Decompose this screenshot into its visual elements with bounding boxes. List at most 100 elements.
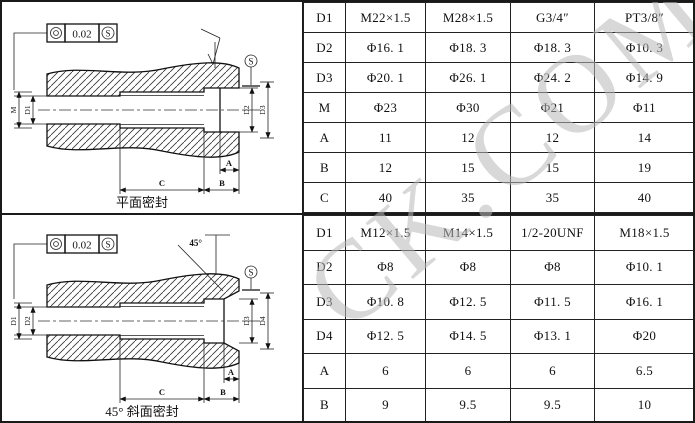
dim-label: B: [220, 387, 226, 397]
table-cell: Φ23: [345, 92, 426, 123]
table-row: D2 Φ8 Φ8 Φ8 Φ10. 1: [303, 249, 693, 285]
dim-label: M: [9, 106, 18, 113]
table-cell: 12: [510, 122, 595, 153]
table-row: D1 M12×1.5 M14×1.5 1/2-20UNF M18×1.5: [303, 215, 693, 251]
dim-label: D4: [258, 316, 267, 325]
section-lower-body: [46, 334, 240, 369]
section-upper-body: [46, 62, 240, 97]
table-cell: Φ11: [594, 92, 693, 123]
concentricity-icon: [50, 238, 62, 250]
flat-seal-section-drawing: 0.02 S: [9, 23, 274, 210]
table-row: C 40 35 35 40: [303, 182, 693, 213]
datum-s-icon: S: [101, 26, 115, 40]
table-cell: Φ16. 1: [594, 284, 693, 320]
row-label: D2: [303, 32, 346, 63]
bottom-dimensions: A C B: [119, 339, 240, 403]
dim-label: A: [226, 158, 233, 168]
dim-label: D1: [9, 316, 18, 325]
table-row: A 11 12 12 14: [303, 122, 693, 153]
fcf-value: 0.02: [72, 240, 91, 252]
bevel-seal-section-drawing: 0.02 S 45°: [9, 234, 274, 419]
panel-caption: 45° 斜面密封: [105, 404, 178, 419]
fcf-frame: 0.02 S: [13, 234, 118, 299]
table-row: B 12 15 15 19: [303, 152, 693, 183]
table-cell: Φ20: [594, 318, 693, 354]
flat-seal-dimension-table: D1 M22×1.5 M28×1.5 G3/4″ PT3/8″ D2 Φ16. 1 Φ18. …: [302, 2, 693, 213]
table-cell: 19: [594, 152, 693, 183]
table-row: D3 Φ20. 1 Φ26. 1 Φ24. 2 Φ14. 9: [303, 62, 693, 93]
table-cell: Φ11. 5: [510, 284, 595, 320]
dim-label: B: [219, 178, 225, 188]
table-cell: PT3/8″: [594, 2, 693, 33]
dim-label: C: [159, 178, 165, 188]
table-cell: M18×1.5: [594, 215, 693, 251]
section-upper-body: [46, 273, 240, 308]
datum-s-icon: S: [101, 237, 115, 251]
table-cell: M22×1.5: [345, 2, 426, 33]
table-cell: Φ20. 1: [345, 62, 426, 93]
row-label: D4: [303, 318, 346, 354]
dim-label: D3: [258, 105, 267, 114]
table-cell: 9.5: [425, 387, 511, 421]
table-cell: 6.5: [594, 353, 693, 389]
dim-label: D1: [23, 105, 32, 114]
row-label: D1: [303, 2, 346, 33]
table-cell: 11: [345, 122, 426, 153]
table-cell: Φ26. 1: [425, 62, 511, 93]
table-cell: Φ24. 2: [510, 62, 595, 93]
table-cell: M28×1.5: [425, 2, 511, 33]
row-label: D3: [303, 62, 346, 93]
table-cell: 35: [425, 182, 511, 213]
fcf-modifier: S: [105, 29, 110, 39]
dim-label: C: [159, 387, 165, 397]
row-label: D2: [303, 249, 346, 285]
table-cell: M14×1.5: [425, 215, 511, 251]
table-cell: Φ10. 3: [594, 32, 693, 63]
table-cell: Φ18. 3: [425, 32, 511, 63]
row-label: A: [303, 353, 346, 389]
table-cell: G3/4″: [510, 2, 595, 33]
table-row: A 6 6 6 6.5: [303, 353, 693, 389]
table-cell: Φ8: [510, 249, 595, 285]
table-cell: M12×1.5: [345, 215, 426, 251]
fcf-frame: 0.02 S: [13, 23, 118, 90]
table-cell: Φ16. 1: [345, 32, 426, 63]
table-cell: Φ21: [510, 92, 595, 123]
dim-label: D2: [242, 105, 251, 114]
table-row: D4 Φ12. 5 Φ14. 5 Φ13. 1 Φ20: [303, 318, 693, 354]
table-row: D1 M22×1.5 M28×1.5 G3/4″ PT3/8″: [303, 2, 693, 33]
table-cell: Φ8: [425, 249, 511, 285]
angle-label: 45°: [189, 238, 202, 248]
table-cell: 15: [425, 152, 511, 183]
table-cell: 9.5: [510, 387, 595, 421]
panel-divider-line: [2, 213, 693, 215]
table-cell: Φ30: [425, 92, 511, 123]
table-cell: 12: [345, 152, 426, 183]
right-dimensions: D2 D3: [239, 81, 274, 139]
bevel-seal-dimension-table: D1 M12×1.5 M14×1.5 1/2-20UNF M18×1.5 D2 Φ8 Φ8 Φ8…: [302, 215, 693, 421]
table-cell: 35: [510, 182, 595, 213]
row-label: D3: [303, 284, 346, 320]
table-cell: 15: [510, 152, 595, 183]
row-label: C: [303, 182, 346, 213]
table-cell: 6: [345, 353, 426, 389]
table-cell: 40: [594, 182, 693, 213]
fcf-value: 0.02: [72, 29, 91, 41]
table-cell: Φ12. 5: [345, 318, 426, 354]
table-row: D2 Φ16. 1 Φ18. 3 Φ18. 3 Φ10. 3: [303, 32, 693, 63]
table-cell: 9: [345, 387, 426, 421]
left-dimensions: D1 D2: [9, 302, 47, 340]
table-row: B 9 9.5 9.5 10: [303, 387, 693, 421]
table-cell: 14: [594, 122, 693, 153]
row-label: D1: [303, 215, 346, 251]
datum-s-callout: S: [242, 54, 260, 87]
surface-finish-icon: [200, 28, 221, 68]
bottom-dimensions: A C B: [119, 128, 240, 194]
table-cell: 10: [594, 387, 693, 421]
datum-letter: S: [248, 268, 253, 278]
table-cell: Φ14. 5: [425, 318, 511, 354]
table-cell: Φ13. 1: [510, 318, 595, 354]
right-dimensions: D3 D4: [239, 292, 274, 350]
row-label: B: [303, 387, 346, 421]
